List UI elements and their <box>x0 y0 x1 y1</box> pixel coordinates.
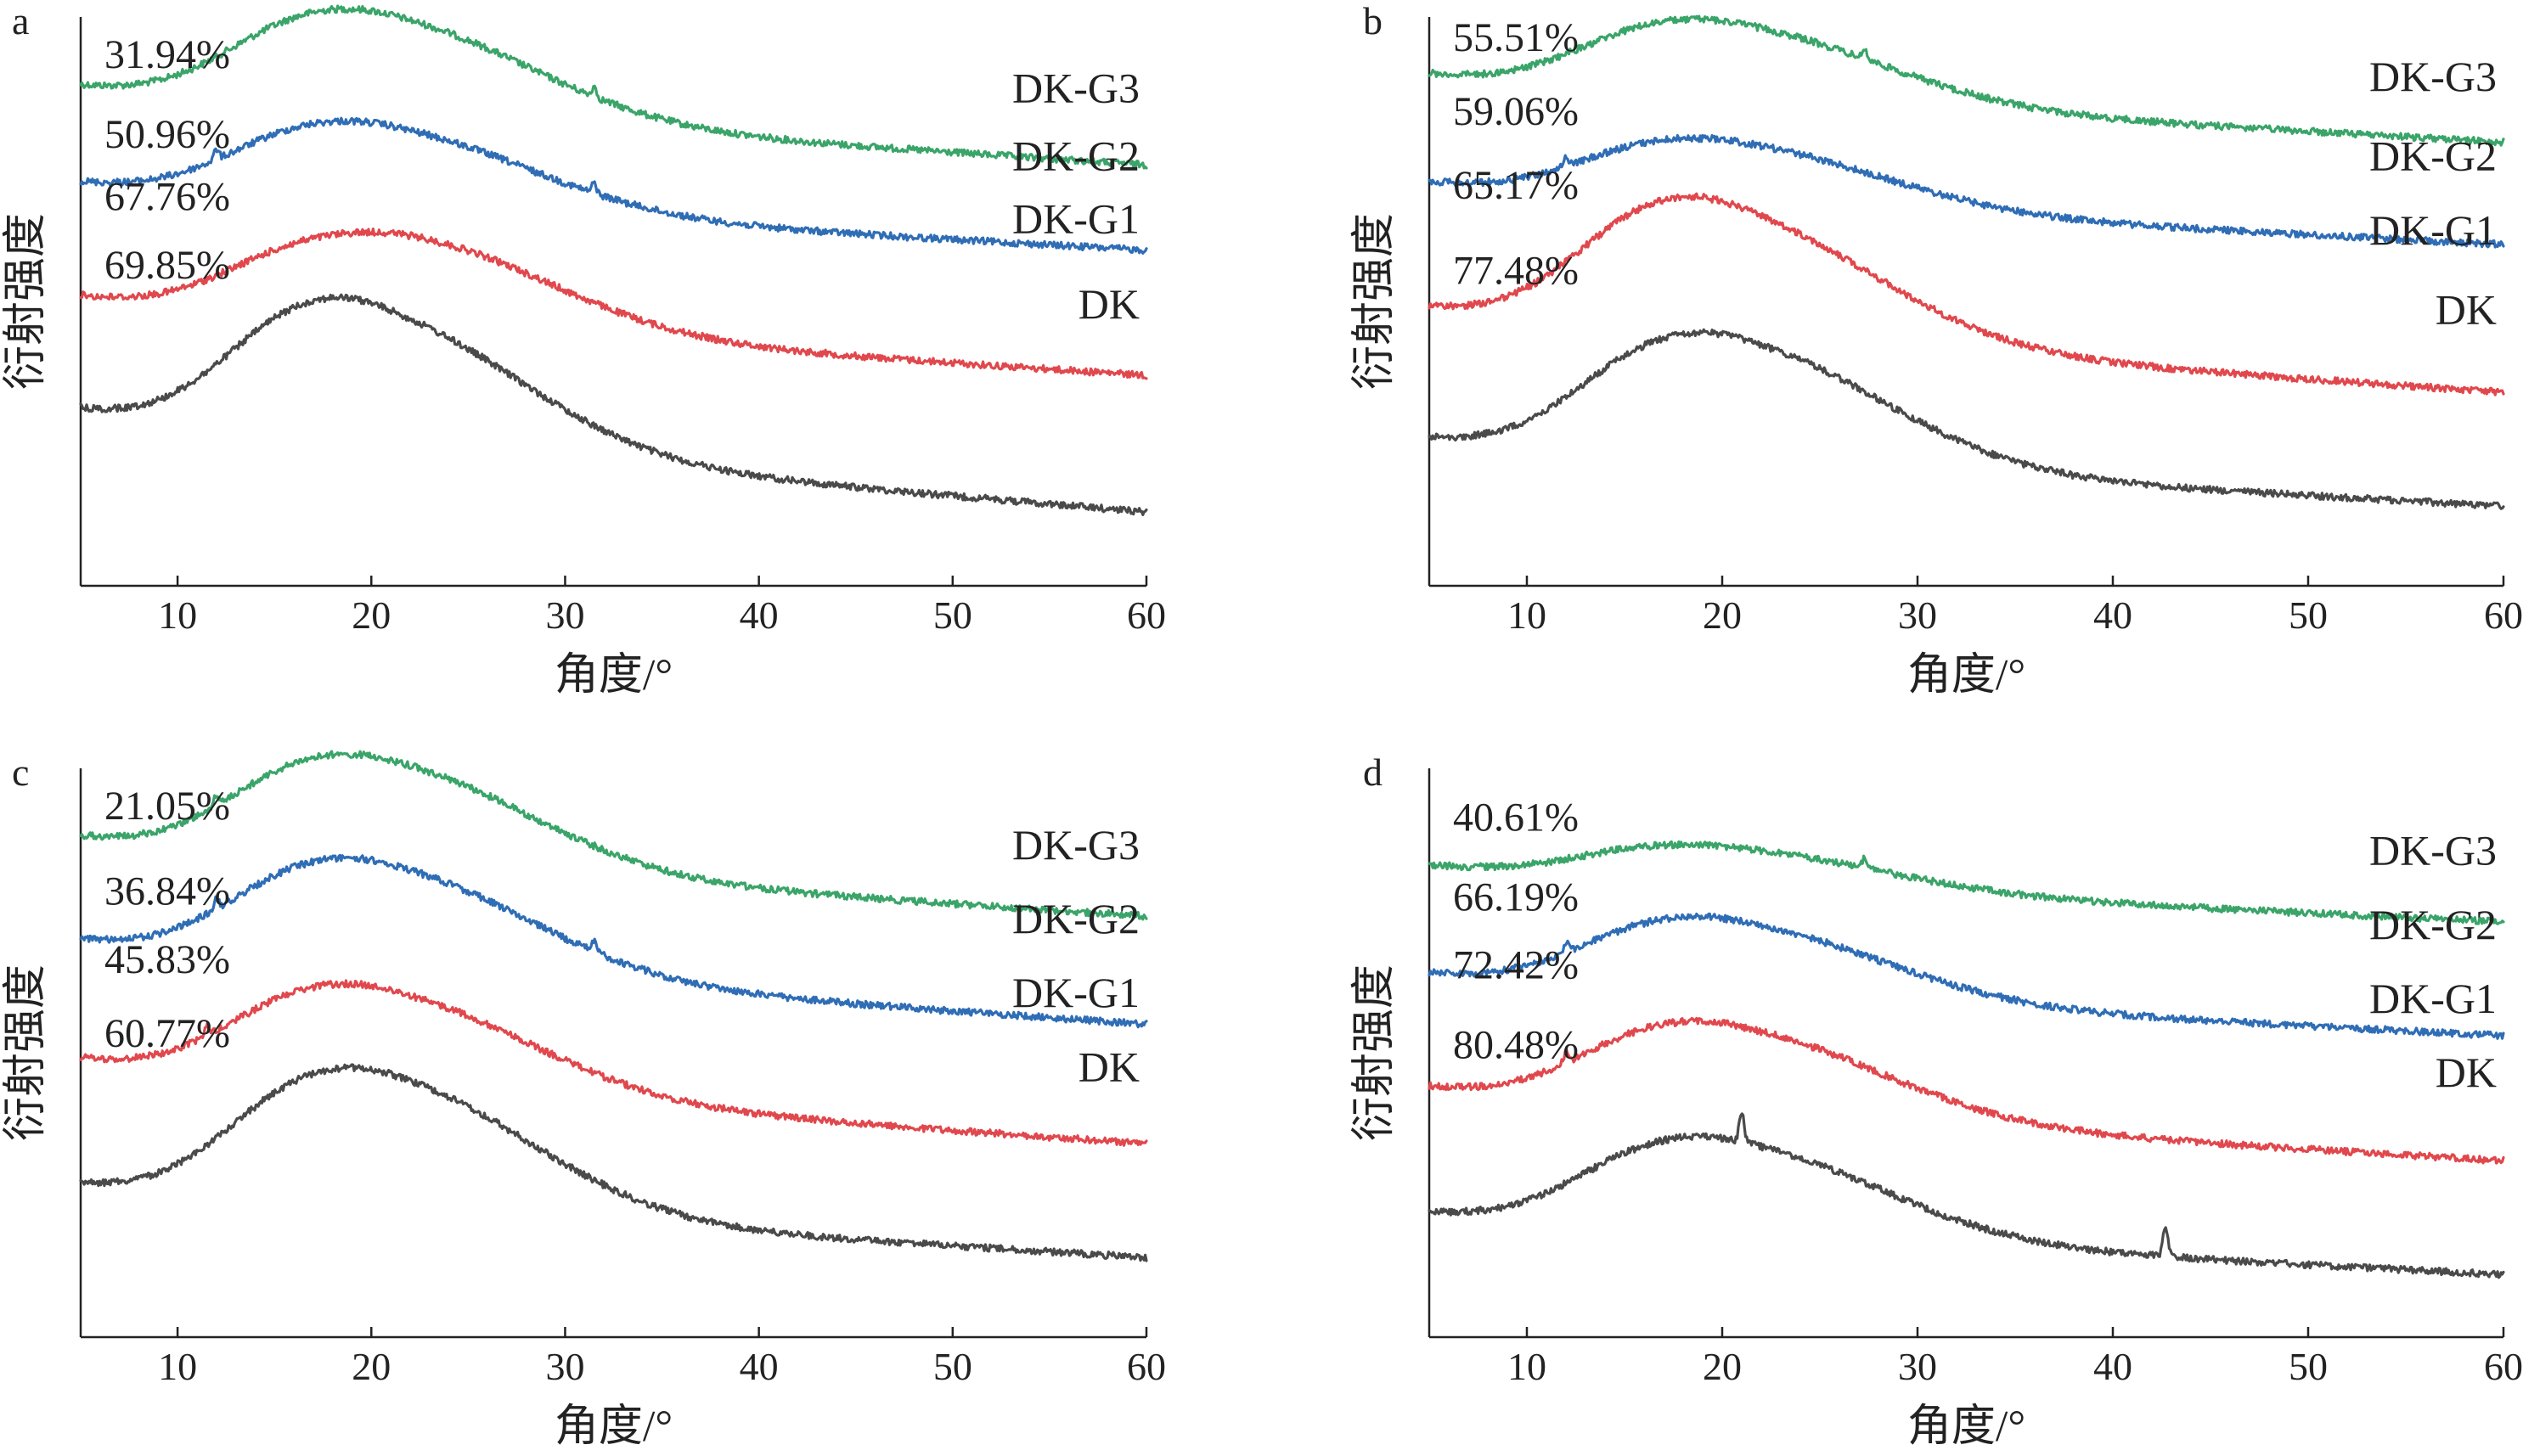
crystallinity-label: 77.48% <box>1453 249 1579 294</box>
x-axis-title: 角度/° <box>555 651 673 700</box>
y-axis-title: 衍射强度 <box>1350 213 1399 390</box>
series-label: DK-G1 <box>1012 194 1140 242</box>
x-tick-label: 40 <box>2093 1345 2132 1388</box>
series-label: DK-G2 <box>1012 895 1140 942</box>
series-label: DK <box>1078 1043 1140 1090</box>
trace-dk-g1 <box>1428 192 2505 396</box>
panel-letter: c <box>12 750 29 794</box>
x-tick-label: 60 <box>2484 593 2523 637</box>
trace-dk-g3 <box>1428 14 2505 147</box>
x-tick-label: 50 <box>933 593 972 637</box>
crystallinity-label: 21.05% <box>104 784 230 829</box>
series-label: DK-G3 <box>1012 64 1140 111</box>
trace-dk-g1 <box>79 228 1148 380</box>
x-tick-label: 10 <box>158 593 197 637</box>
x-tick-label: 40 <box>740 1345 779 1388</box>
x-tick-label: 30 <box>1898 593 1937 637</box>
trace-dk <box>1428 328 2505 510</box>
crystallinity-label: 60.77% <box>104 1011 230 1056</box>
y-axis-title: 衍射强度 <box>1350 964 1399 1141</box>
x-tick-label: 50 <box>2289 593 2328 637</box>
crystallinity-label: 65.17% <box>1453 163 1579 208</box>
x-tick-label: 60 <box>1127 593 1166 637</box>
trace-dk-g3 <box>79 750 1148 921</box>
x-axis-title: 角度/° <box>555 1403 673 1451</box>
trace-dk-g2 <box>1428 912 2505 1040</box>
crystallinity-label: 67.76% <box>104 175 230 220</box>
trace-dk-g2 <box>1428 133 2505 249</box>
series-label: DK-G1 <box>1012 969 1140 1016</box>
series-label: DK <box>2436 286 2497 334</box>
x-tick-label: 20 <box>1703 593 1742 637</box>
series-label: DK <box>1078 280 1140 328</box>
x-tick-label: 30 <box>545 1345 584 1388</box>
series-label: DK-G3 <box>2369 53 2497 100</box>
series-label: DK-G1 <box>2369 975 2497 1022</box>
x-axis-title: 角度/° <box>1907 651 2025 700</box>
crystallinity-label: 66.19% <box>1453 874 1579 919</box>
x-tick-label: 10 <box>158 1345 197 1388</box>
panel-d: d 10 20 30 40 50 60 角度/° 衍射强度 40.61% DK-G3 66.19% DK… <box>1350 750 2523 1451</box>
crystallinity-label: 69.85% <box>104 243 230 288</box>
crystallinity-label: 72.42% <box>1453 943 1579 988</box>
trace-dk <box>79 1063 1148 1262</box>
crystallinity-label: 50.96% <box>104 112 230 157</box>
series-label: DK-G3 <box>1012 821 1140 869</box>
series-label: DK-G2 <box>2369 901 2497 948</box>
x-tick-label: 60 <box>1127 1345 1166 1388</box>
crystallinity-label: 59.06% <box>1453 89 1579 134</box>
trace-dk-g1 <box>1428 1016 2505 1165</box>
crystallinity-label: 45.83% <box>104 937 230 982</box>
series-label: DK-G2 <box>1012 132 1140 180</box>
trace-dk <box>1428 1112 2505 1279</box>
x-tick-label: 20 <box>1703 1345 1742 1388</box>
y-axis-title: 衍射强度 <box>2 213 50 390</box>
panel-c: c 10 20 30 40 50 60 角度/° 衍射强度 21.05% DK-G3 36.84% DK… <box>2 750 1166 1451</box>
x-tick-label: 20 <box>352 593 391 637</box>
trace-dk-g3 <box>1428 840 2505 925</box>
panel-a: a 10 20 30 40 50 60 角度/° 衍射强度 31.94% DK-G3 50.96% DK… <box>2 0 1166 700</box>
series-label: DK-G2 <box>2369 132 2497 180</box>
panel-letter: d <box>1363 750 1383 794</box>
crystallinity-label: 55.51% <box>1453 15 1579 60</box>
x-tick-label: 20 <box>352 1345 391 1388</box>
x-tick-label: 30 <box>1898 1345 1937 1388</box>
panel-letter: a <box>12 0 29 42</box>
crystallinity-label: 40.61% <box>1453 795 1579 840</box>
x-axis-title: 角度/° <box>1907 1403 2025 1451</box>
y-axis-title: 衍射强度 <box>2 964 50 1141</box>
trace-dk-g2 <box>79 853 1148 1029</box>
crystallinity-label: 80.48% <box>1453 1023 1579 1068</box>
x-tick-label: 40 <box>740 593 779 637</box>
x-tick-label: 40 <box>2093 593 2132 637</box>
trace-dk-g2 <box>79 116 1148 255</box>
x-tick-label: 50 <box>933 1345 972 1388</box>
trace-dk-g1 <box>79 979 1148 1147</box>
trace-dk <box>79 293 1148 516</box>
panel-letter: b <box>1363 0 1383 42</box>
x-tick-label: 10 <box>1507 593 1546 637</box>
series-label: DK-G3 <box>2369 827 2497 874</box>
series-label: DK-G1 <box>2369 206 2497 254</box>
crystallinity-label: 36.84% <box>104 869 230 914</box>
crystallinity-label: 31.94% <box>104 32 230 77</box>
x-tick-label: 30 <box>545 593 584 637</box>
panel-b: b 10 20 30 40 50 60 角度/° 衍射强度 55.51% DK-G3 59.06% DK… <box>1350 0 2523 700</box>
trace-dk-g3 <box>79 4 1148 170</box>
x-tick-label: 50 <box>2289 1345 2328 1388</box>
x-tick-label: 10 <box>1507 1345 1546 1388</box>
series-label: DK <box>2436 1048 2497 1096</box>
x-tick-label: 60 <box>2484 1345 2523 1388</box>
